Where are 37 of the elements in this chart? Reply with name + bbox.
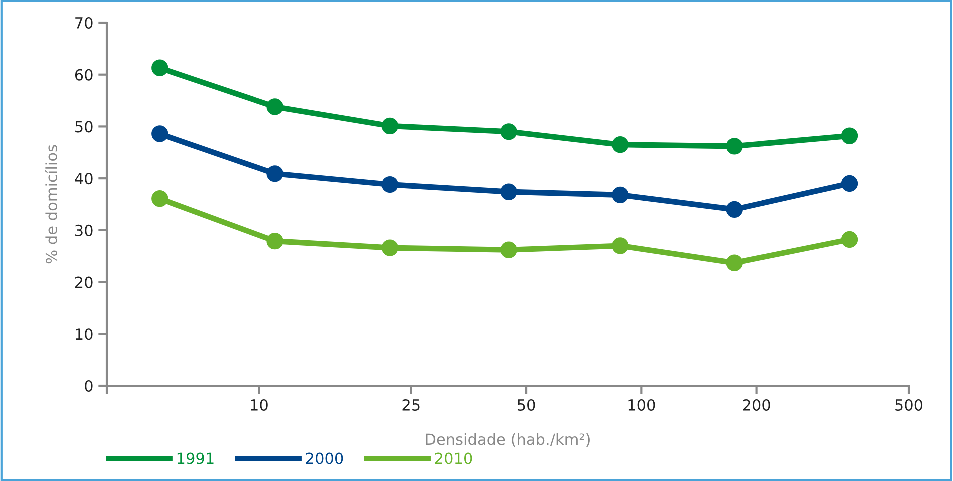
point	[266, 98, 284, 116]
point	[726, 201, 743, 218]
point	[152, 126, 168, 142]
x-tick-label: 200	[743, 399, 770, 412]
point	[382, 118, 398, 135]
y-tick-label: 50	[76, 121, 93, 133]
y-tick-label: 70	[76, 17, 93, 30]
legend-label: 1991	[178, 452, 214, 464]
x-tick-label: 25	[402, 399, 420, 412]
point	[382, 240, 398, 256]
y-axis-title: % de domicílios	[45, 145, 58, 264]
point	[612, 238, 629, 254]
point	[382, 176, 398, 194]
legend-label: 2010	[435, 452, 472, 464]
point	[726, 138, 743, 155]
point	[841, 175, 858, 192]
point	[612, 136, 629, 154]
point	[841, 128, 858, 144]
point	[612, 186, 629, 204]
y-tick-label: 20	[75, 276, 93, 288]
y-tick-label: 60	[75, 69, 93, 81]
point	[152, 60, 168, 76]
y-tick-label: 10	[76, 328, 93, 340]
legend-label: 2000	[306, 452, 344, 464]
point	[266, 166, 284, 182]
y-tick-label: 0	[85, 380, 93, 392]
x-tick-label: 500	[896, 399, 923, 412]
y-tick-label: 40	[75, 173, 93, 185]
point	[152, 190, 168, 208]
point	[726, 254, 743, 272]
x-tick-label: 50	[518, 399, 536, 412]
y-tick-label: 30	[76, 224, 93, 236]
point	[266, 232, 284, 250]
point	[841, 231, 858, 248]
x-axis-title: Densidade (hab./km²)	[426, 433, 590, 448]
x-tick-label: 100	[628, 399, 656, 412]
x-tick-label: 10	[251, 399, 268, 412]
